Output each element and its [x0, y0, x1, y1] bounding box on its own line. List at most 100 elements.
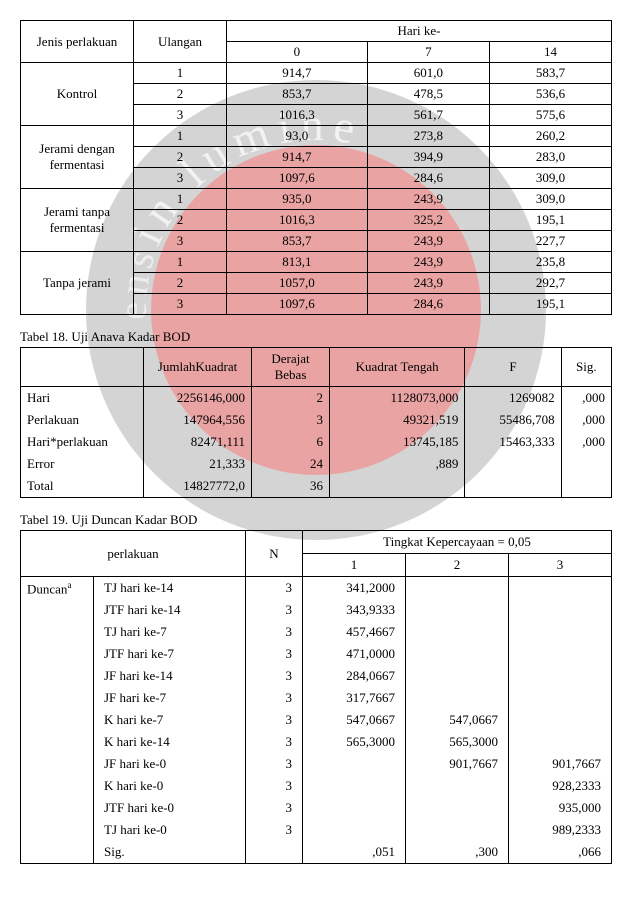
duncan-cell: 3 [246, 797, 303, 819]
duncan-cell [509, 665, 612, 687]
anava-cell: 36 [252, 475, 330, 498]
table-cell: 2 [134, 210, 227, 231]
anava-cell [330, 475, 465, 498]
anava-cell: Hari*perlakuan [21, 431, 144, 453]
anava-cell: ,000 [561, 387, 611, 410]
duncan-cell [406, 599, 509, 621]
col-h7: 7 [367, 42, 489, 63]
duncan-cell: 284,0667 [303, 665, 406, 687]
duncan-cell: K hari ke-0 [94, 775, 246, 797]
table-cell: 914,7 [227, 147, 368, 168]
anava-cell: 21,333 [144, 453, 252, 475]
table-cell: 536,6 [489, 84, 611, 105]
duncan-cell [509, 731, 612, 753]
group-name: Tanpa jerami [21, 252, 134, 315]
duncan-cell [406, 687, 509, 709]
anava-header: Kuadrat Tengah [330, 348, 465, 387]
duncan-cell: 901,7667 [406, 753, 509, 775]
anava-header: Derajat Bebas [252, 348, 330, 387]
table-cell: 260,2 [489, 126, 611, 147]
duncan-cell: 547,0667 [406, 709, 509, 731]
anava-header: F [465, 348, 561, 387]
duncan-cell: 3 [246, 731, 303, 753]
anava-cell: 15463,333 [465, 431, 561, 453]
anava-cell: 1128073,000 [330, 387, 465, 410]
anava-cell: 13745,185 [330, 431, 465, 453]
duncan-cell [406, 775, 509, 797]
anava-cell [465, 453, 561, 475]
duncan-cell: JF hari ke-14 [94, 665, 246, 687]
duncan-cell: 928,2333 [509, 775, 612, 797]
duncan-cell: ,051 [303, 841, 406, 864]
duncan-cell [509, 709, 612, 731]
duncan-cell [303, 775, 406, 797]
col-hari: Hari ke- [227, 21, 612, 42]
table-cell: 1097,6 [227, 294, 368, 315]
table-cell: 478,5 [367, 84, 489, 105]
table-cell: 243,9 [367, 231, 489, 252]
table-cell: 1016,3 [227, 210, 368, 231]
table-cell: 292,7 [489, 273, 611, 294]
anava-cell: 82471,111 [144, 431, 252, 453]
table-cell: 914,7 [227, 63, 368, 84]
table-cell: 3 [134, 231, 227, 252]
col-h0: 0 [227, 42, 368, 63]
duncan-cell: 3 [246, 709, 303, 731]
duncan-cell: 3 [246, 687, 303, 709]
duncan-cell [509, 643, 612, 665]
duncan-cell [406, 797, 509, 819]
table-cell: 195,1 [489, 210, 611, 231]
anava-cell: 14827772,0 [144, 475, 252, 498]
duncan-cell: 901,7667 [509, 753, 612, 775]
table-cell: 2 [134, 273, 227, 294]
anava-cell: 2256146,000 [144, 387, 252, 410]
table-cell: 243,9 [367, 189, 489, 210]
table-cell: 1 [134, 63, 227, 84]
duncan-cell: 341,2000 [303, 577, 406, 600]
duncan-cell: 3 [246, 775, 303, 797]
table-cell: 3 [134, 294, 227, 315]
duncan-cell: 3 [246, 577, 303, 600]
table-cell: 3 [134, 168, 227, 189]
table-cell: 235,8 [489, 252, 611, 273]
table-cell: 2 [134, 147, 227, 168]
duncan-cell [406, 621, 509, 643]
anava-header: Sig. [561, 348, 611, 387]
duncan-cell [509, 599, 612, 621]
table-cell: 273,8 [367, 126, 489, 147]
duncan-cell [406, 819, 509, 841]
table-cell: 325,2 [367, 210, 489, 231]
duncan-cell: K hari ke-14 [94, 731, 246, 753]
treatment-table: Jenis perlakuan Ulangan Hari ke- 0 7 14 … [20, 20, 612, 315]
anava-cell: 147964,556 [144, 409, 252, 431]
duncan-cell [406, 643, 509, 665]
duncan-cell [509, 621, 612, 643]
table-cell: 227,7 [489, 231, 611, 252]
anava-cell: Total [21, 475, 144, 498]
col-tingkat: Tingkat Kepercayaan = 0,05 [303, 531, 612, 554]
table-cell: 935,0 [227, 189, 368, 210]
group-name: Jerami dengan fermentasi [21, 126, 134, 189]
anava-cell: 49321,519 [330, 409, 465, 431]
duncan-cell [509, 687, 612, 709]
duncan-cell: 471,0000 [303, 643, 406, 665]
anava-cell: ,889 [330, 453, 465, 475]
duncan-cell: 343,9333 [303, 599, 406, 621]
table-cell: 1 [134, 189, 227, 210]
duncan-cell: 3 [246, 819, 303, 841]
table-cell: 813,1 [227, 252, 368, 273]
duncan-cell: 547,0667 [303, 709, 406, 731]
anava-header: JumlahKuadrat [144, 348, 252, 387]
duncan-cell [303, 819, 406, 841]
anava-cell [465, 475, 561, 498]
table-cell: 583,7 [489, 63, 611, 84]
table-cell: 575,6 [489, 105, 611, 126]
duncan-cell: JF hari ke-0 [94, 753, 246, 775]
duncan-cell: 457,4667 [303, 621, 406, 643]
col-h14: 14 [489, 42, 611, 63]
anava-cell: Perlakuan [21, 409, 144, 431]
group-name: Kontrol [21, 63, 134, 126]
col-perlakuan: perlakuan [21, 531, 246, 577]
duncan-cell [406, 577, 509, 600]
table-cell: 284,6 [367, 168, 489, 189]
